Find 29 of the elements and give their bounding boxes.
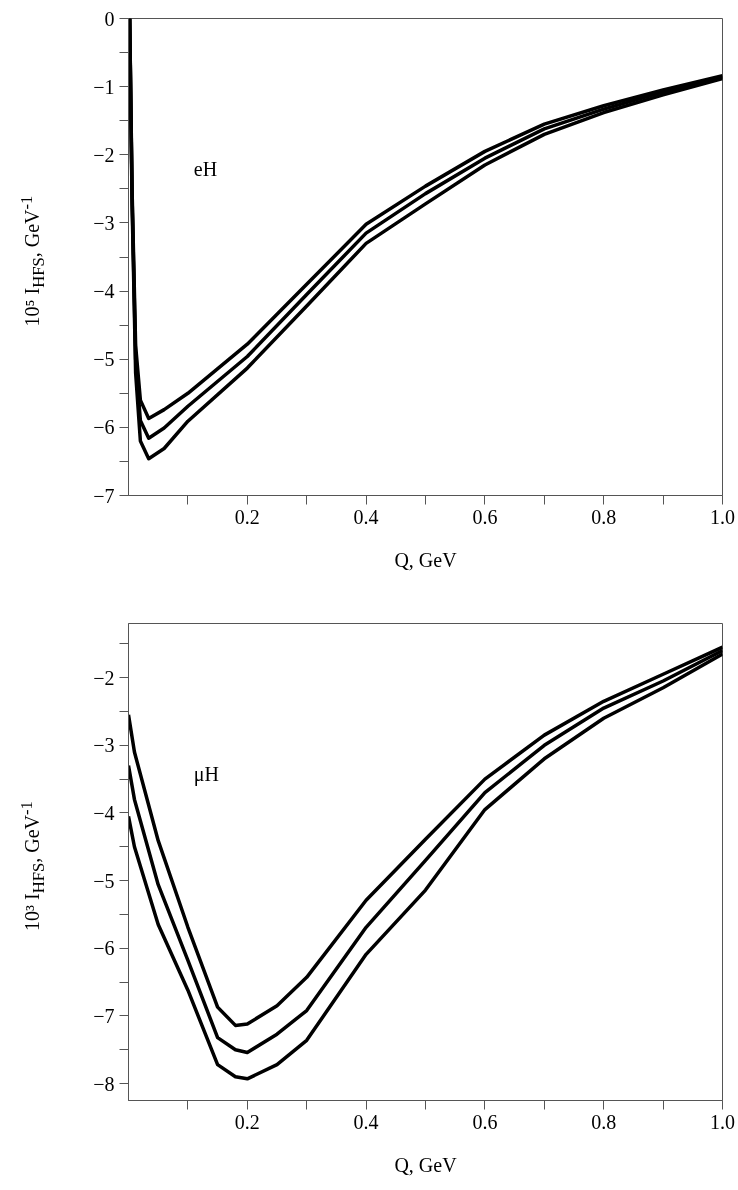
y-tick-label: −2 xyxy=(93,143,115,166)
y-tick-label: −5 xyxy=(93,348,115,371)
annotation: eH xyxy=(193,157,218,180)
y-tick-label: −8 xyxy=(93,1072,115,1095)
y-tick-label: −5 xyxy=(93,869,115,892)
x-tick-label: 0.8 xyxy=(591,505,617,528)
x-tick-label: 0.2 xyxy=(234,1110,260,1133)
x-tick-label: 0.2 xyxy=(234,505,260,528)
y-tick-label: −4 xyxy=(93,280,115,303)
y-tick-label: −6 xyxy=(93,416,115,439)
x-tick-label: 1.0 xyxy=(710,1110,735,1133)
x-tick-label: 0.6 xyxy=(472,1110,498,1133)
annotation: μH xyxy=(193,762,220,786)
y-tick-label: −7 xyxy=(93,484,115,507)
y-tick-label: −6 xyxy=(93,937,115,960)
x-tick-label: 1.0 xyxy=(710,505,735,528)
y-tick-label: −3 xyxy=(93,211,115,234)
y-tick-label: −4 xyxy=(93,801,115,824)
y-tick-label: −1 xyxy=(93,75,115,98)
x-tick-label: 0.6 xyxy=(472,505,498,528)
x-axis-title: Q, GeV xyxy=(394,548,458,571)
y-tick-label: −7 xyxy=(93,1004,115,1027)
y-tick-label: −2 xyxy=(93,666,115,689)
y-tick-label: −3 xyxy=(93,734,115,757)
x-axis-title: Q, GeV xyxy=(394,1153,458,1176)
x-tick-label: 0.4 xyxy=(353,1110,379,1133)
x-tick-label: 0.8 xyxy=(591,1110,617,1133)
x-tick-label: 0.4 xyxy=(353,505,379,528)
y-tick-label: 0 xyxy=(104,7,115,30)
